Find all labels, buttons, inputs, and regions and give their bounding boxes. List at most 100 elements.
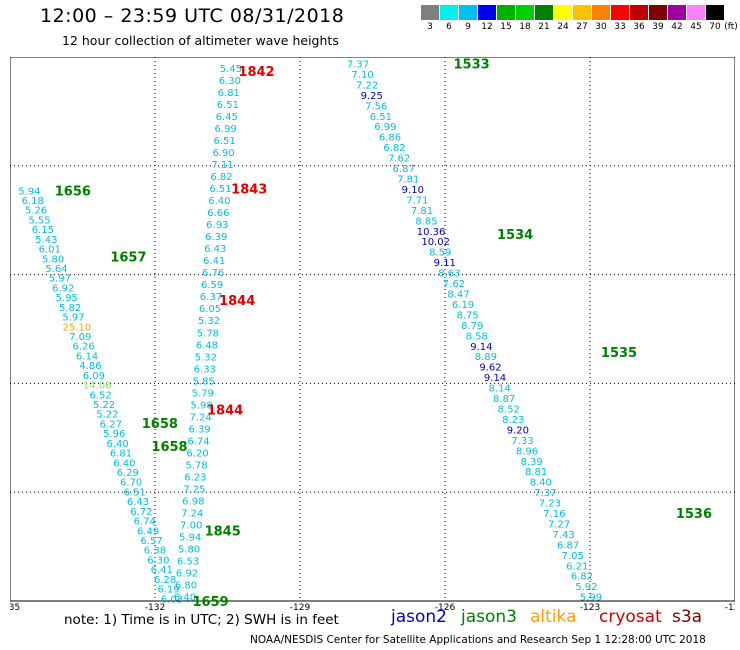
wave-height-label: 7.24 [181,509,203,520]
wave-height-label: 6.87 [557,540,579,551]
wave-height-label: 7.37 [347,60,369,71]
wave-height-label: 7.05 [562,551,584,562]
wave-height-label: 6.66 [207,208,229,219]
legend-swatch [573,5,591,20]
pass-number-label: 1533 [453,58,489,73]
legend-label: 30 [595,22,607,32]
wave-height-label: 6.53 [177,557,199,568]
wave-height-label: 5.98 [191,400,213,411]
wave-height-label: 6.37 [200,292,222,303]
wave-height-label: 7.24 [189,412,211,423]
x-tick-label: -120 [725,603,735,613]
wave-height-label: 8.79 [461,321,483,332]
wave-height-label: 5.78 [185,460,207,471]
legend-swatch [649,5,667,20]
wave-height-label: 6.19 [157,585,179,596]
wave-height-label: 6.29 [117,468,139,479]
legend-label: 6 [446,22,452,32]
wave-height-label: 6.92 [52,283,74,294]
wave-height-label: 5.97 [62,313,84,324]
wave-height-map: -135-132-129-126-123-1201012141618207.37… [10,57,735,613]
pass-number-label: 1845 [205,524,241,539]
pass-number-label: 1534 [497,228,533,243]
wave-height-label: 6.82 [383,143,405,154]
wave-height-label: 6.92 [176,569,198,580]
wave-height-label: 6.41 [203,256,225,267]
wave-height-label: 6.90 [212,148,234,159]
wave-height-label: 6.51 [370,112,392,123]
wave-height-label: 8.40 [530,478,552,489]
wave-height-label: 7.22 [356,80,378,91]
wave-height-label: 7.23 [539,499,561,510]
wave-height-label: 6.03 [161,594,183,605]
wave-height-label: 6.40 [208,196,230,207]
wave-height-label: 8.47 [447,290,469,301]
wave-height-label: 6.87 [393,164,415,175]
wave-height-label: 8.89 [475,352,497,363]
legend-swatch [459,5,477,20]
wave-height-label: 14.06 [83,381,112,392]
wave-height-label: 5.32 [195,352,217,363]
wave-height-label: 6.72 [130,507,152,518]
legend-label: 70 [709,22,721,32]
legend-swatch [687,5,705,20]
x-tick-label: -132 [145,603,165,613]
wave-height-label: 5.97 [49,274,71,285]
x-tick-label: -123 [580,603,600,613]
wave-height-label: 6.15 [32,225,54,236]
pass-number-label: 1658 [142,417,178,432]
legend-label: 9 [465,22,471,32]
legend-swatch [497,5,515,20]
wave-height-label: 6.52 [89,390,111,401]
wave-height-label: 9.14 [470,342,492,353]
wave-height-label: 6.40 [174,593,196,604]
wave-height-label: 6.51 [213,136,235,147]
wave-height-label: 9.11 [434,258,456,269]
wave-height-label: 6.99 [374,122,396,133]
wave-height-label: 8.81 [525,467,547,478]
pass-number-label: 1658 [151,440,187,455]
satellite-s3a: s3a [672,607,703,627]
wave-height-label: 6.39 [188,424,210,435]
wave-height-label: 10.02 [421,237,450,248]
legend-unit: (ft) [724,22,738,32]
wave-height-label: 6.70 [120,478,142,489]
wave-height-label: 6.19 [452,300,474,311]
wave-height-label: 5.64 [45,264,67,275]
wave-height-label: 6.59 [201,280,223,291]
wave-height-label: 7.81 [411,206,433,217]
legend-label: 42 [671,22,683,32]
wave-height-label: 10.36 [417,227,446,238]
wave-height-label: 9.10 [402,185,424,196]
wave-height-label: 7.33 [511,436,533,447]
legend-swatch [706,5,724,20]
pass-number-label: 1656 [55,184,91,199]
wave-height-label: 5.82 [59,303,81,314]
wave-height-label: 7.62 [443,279,465,290]
wave-height-label: 6.99 [215,124,237,135]
legend-label: 27 [576,22,588,32]
x-tick-label: -126 [435,603,456,613]
pass-number-label: 1535 [601,346,637,361]
wave-height-label: 5.80 [178,545,200,556]
wave-height-label: 7.37 [534,488,556,499]
plot-frame [10,57,735,602]
wave-height-label: 6.49 [137,526,159,537]
wave-height-label: 7.11 [211,160,233,171]
wave-height-label: 4.86 [79,361,101,372]
legend-swatch [535,5,553,20]
wave-height-label: 6.76 [202,268,224,279]
legend-swatch [554,5,572,20]
pass-number-label: 1536 [676,507,712,522]
wave-height-label: 6.43 [127,497,149,508]
wave-height-label: 7.81 [397,175,419,186]
wave-height-label: 5.43 [35,235,57,246]
page-title: 12:00 – 23:59 UTC 08/31/2018 [40,5,345,27]
wave-height-label: 5.94 [179,533,201,544]
wave-height-label: 6.38 [144,546,166,557]
pass-number-label: 1843 [231,183,267,198]
wave-height-label: 5.26 [25,206,47,217]
legend-label: 18 [519,22,531,32]
satellite-altika: altika [530,607,577,627]
wave-height-label: 8.75 [456,310,478,321]
